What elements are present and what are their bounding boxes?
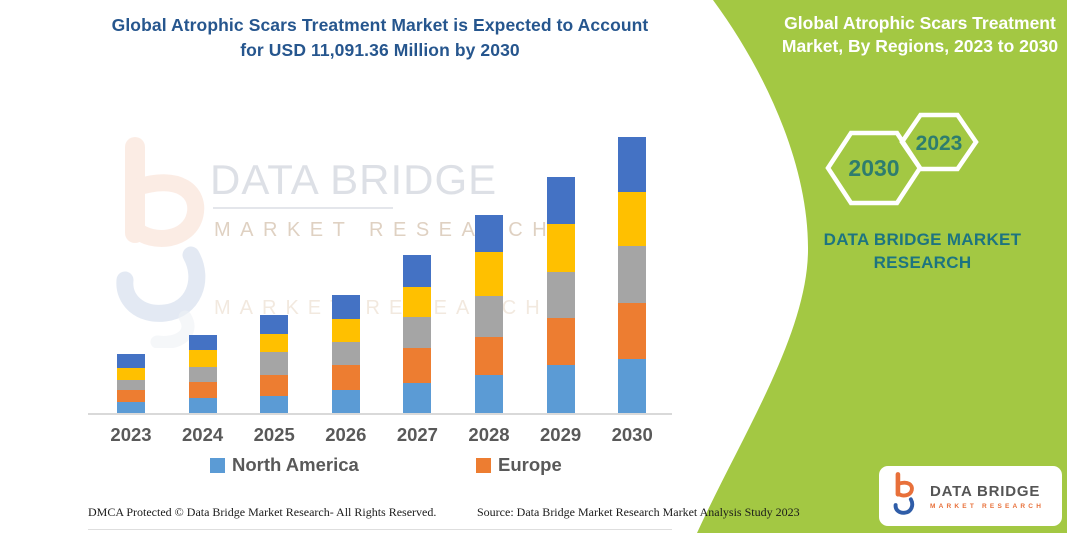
- bar-segment-series-4: [260, 333, 289, 352]
- bar-2029: [546, 176, 575, 413]
- bar-segment-north-america: [117, 402, 145, 413]
- legend-swatch-north-america: [210, 457, 225, 473]
- bar-2027: [403, 254, 432, 413]
- bar-segment-series-3: [331, 341, 360, 366]
- footer-source-text: Source: Data Bridge Market Research Mark…: [477, 505, 800, 519]
- legend: North America Europe: [88, 454, 672, 480]
- bar-segment-north-america: [475, 375, 503, 413]
- bar-segment-series-3: [546, 271, 575, 319]
- dbmr-logo-icon: [893, 472, 915, 515]
- bar-segment-europe: [618, 302, 647, 359]
- bar-segment-europe: [403, 348, 432, 383]
- watermark-market-research-ghost: MARKET RESEARCH: [214, 297, 549, 319]
- bottom-separator: [88, 529, 672, 530]
- legend-item-north-america: North America: [210, 454, 359, 476]
- hexagons-years-icon: 2030 2023: [825, 112, 979, 206]
- watermark-dbmr-logo-icon: [116, 137, 206, 348]
- bar-2025: [260, 315, 289, 413]
- bar-segment-europe: [331, 365, 360, 391]
- bar-segment-series-5: [618, 137, 647, 192]
- bar-segment-series-5: [188, 334, 217, 351]
- bar-segment-north-america: [546, 365, 575, 413]
- bar-segment-series-3: [188, 367, 217, 383]
- hexagon-year-2030: 2030: [848, 155, 899, 181]
- hexagon-2023: [899, 112, 979, 172]
- bar-segment-series-4: [546, 224, 575, 272]
- bar-segment-series-3: [260, 351, 289, 376]
- bar-segment-series-4: [331, 318, 360, 342]
- bar-segment-north-america: [260, 396, 289, 413]
- logo-card-text: DATA BRIDGE MARKET RESEARCH: [930, 483, 1044, 510]
- bar-segment-north-america: [618, 358, 647, 413]
- bar-2028: [475, 214, 503, 413]
- bar-segment-series-4: [188, 350, 217, 368]
- legend-swatch-europe: [476, 457, 491, 473]
- bar-segment-europe: [546, 318, 575, 366]
- bar-segment-europe: [188, 382, 217, 398]
- right-panel-title-line-1: Global Atrophic Scars Treatment: [784, 13, 1056, 33]
- bar-segment-series-3: [618, 246, 647, 303]
- bar-segment-europe: [260, 375, 289, 397]
- bar-segment-north-america: [331, 390, 360, 413]
- bar-segment-series-5: [260, 315, 289, 334]
- watermark-market-research-text: MARKET RESEARCH: [214, 219, 557, 241]
- bar-2023: [117, 353, 145, 413]
- right-panel-title: Global Atrophic Scars Treatment Market, …: [775, 12, 1065, 58]
- legend-label: North America: [232, 454, 359, 475]
- logo-card-subtitle: MARKET RESEARCH: [930, 502, 1045, 510]
- bar-segment-series-5: [331, 295, 360, 319]
- logo-card: DATA BRIDGE MARKET RESEARCH: [879, 466, 1062, 526]
- bar-segment-series-3: [117, 379, 145, 390]
- bar-segment-series-4: [403, 286, 432, 318]
- bar-segment-series-5: [546, 176, 575, 225]
- x-axis-label-2023: 2023: [110, 424, 152, 445]
- x-axis-label-2026: 2026: [325, 424, 367, 445]
- legend-item-europe: Europe: [476, 454, 562, 476]
- x-axis-label-2024: 2024: [182, 424, 224, 445]
- bar-segment-series-3: [403, 317, 432, 349]
- x-axis-label-2029: 2029: [540, 424, 582, 445]
- bar-segment-north-america: [403, 382, 432, 413]
- bar-2024: [188, 334, 217, 413]
- bar-segment-series-4: [475, 251, 503, 297]
- bar-segment-series-5: [475, 214, 503, 252]
- x-axis-label-2030: 2030: [611, 424, 653, 445]
- x-axis-label-2028: 2028: [468, 424, 510, 445]
- bar-segment-series-4: [618, 191, 647, 247]
- hexagon-year-2023: 2023: [916, 132, 963, 155]
- legend-label: Europe: [498, 454, 562, 475]
- chart-title: Global Atrophic Scars Treatment Market i…: [70, 13, 690, 63]
- bar-segment-series-5: [403, 254, 432, 287]
- watermark-underline: [213, 207, 393, 209]
- plot-area: [88, 100, 672, 415]
- chart-title-line-1: Global Atrophic Scars Treatment Market i…: [111, 15, 649, 35]
- bar-segment-series-3: [475, 296, 503, 337]
- bar-2026: [331, 295, 360, 413]
- bar-segment-europe: [475, 336, 503, 376]
- x-axis-labels: 2023 2024 2025 2026 2027 2028 2029 2030: [88, 424, 672, 450]
- green-panel-path: [697, 0, 1067, 533]
- x-axis-label-2027: 2027: [396, 424, 438, 445]
- footer-dmca-text: DMCA Protected © Data Bridge Market Rese…: [88, 505, 437, 519]
- x-axis-label-2025: 2025: [253, 424, 295, 445]
- bar-segment-series-5: [117, 353, 145, 368]
- bar-segment-europe: [117, 389, 145, 402]
- brand-text: DATA BRIDGE MARKET RESEARCH: [823, 230, 1022, 272]
- right-panel-title-line-2: Market, By Regions, 2023 to 2030: [781, 36, 1059, 56]
- logo-card-title: DATA BRIDGE: [930, 482, 1041, 500]
- bar-2030: [618, 137, 647, 413]
- bar-segment-north-america: [188, 397, 217, 413]
- chart-title-line-2: for USD 11,091.36 Million by 2030: [240, 40, 520, 60]
- bar-segment-series-4: [117, 367, 145, 380]
- watermark-data-bridge-text: DATA BRIDGE: [210, 156, 498, 203]
